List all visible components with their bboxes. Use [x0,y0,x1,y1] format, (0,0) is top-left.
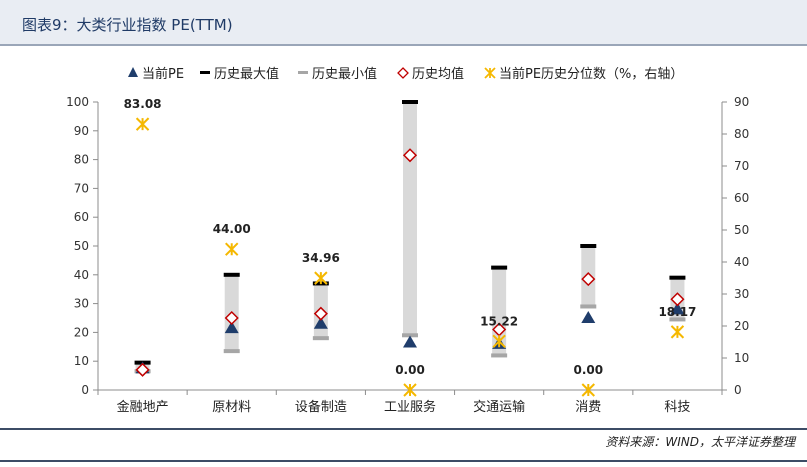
footer-divider [0,428,807,430]
star-icon [484,67,496,79]
min-mark [491,353,508,358]
current-pe-mark [403,335,417,348]
max-mark [491,265,508,270]
legend-label-mean: 历史均值 [412,66,464,82]
percentile-data-label: 34.96 [302,251,340,265]
y-right-tick-label: 40 [734,255,749,269]
dash-gray-icon [298,71,308,74]
current-pe-mark [581,311,596,323]
percentile-mark [135,117,150,131]
max-mark [223,272,240,277]
y-right-tick-label: 30 [734,287,749,301]
range-bar [403,102,417,336]
y-left-tick-label: 30 [74,297,89,311]
source-note: 资料来源：WIND，太平洋证券整理 [605,435,795,449]
y-right-tick-label: 90 [734,95,749,109]
min-mark [223,349,240,354]
min-mark [312,336,329,341]
percentile-mark [403,383,417,397]
percentile-data-label: 15.22 [480,314,518,328]
percentile-data-label: 0.00 [573,363,603,377]
x-tick-label: 科技 [664,400,690,415]
y-right-tick-label: 60 [734,191,749,205]
mean-mark [224,310,239,326]
percentile-data-label: 18.17 [658,305,696,319]
y-right-tick-label: 20 [734,319,749,333]
current-pe-mark [670,302,685,315]
y-left-tick-label: 0 [81,383,89,397]
bottom-divider [0,460,807,462]
y-left-tick-label: 90 [74,124,89,138]
percentile-mark [314,271,328,285]
y-right-tick-label: 70 [734,159,749,173]
max-mark [580,244,597,248]
y-right-tick-label: 50 [734,223,749,237]
y-left-tick-label: 20 [74,325,89,339]
min-mark [402,333,418,338]
mean-mark [402,148,418,163]
x-tick-label: 工业服务 [384,399,436,415]
diamond-icon [397,67,409,79]
max-mark [402,100,418,104]
percentile-data-label: 44.00 [213,222,251,236]
percentile-mark [670,325,685,339]
max-mark [669,275,686,280]
percentile-mark [225,242,239,256]
mean-mark [581,272,596,287]
triangle-icon [128,67,138,77]
x-tick-label: 金融地产 [117,399,169,415]
y-left-tick-label: 80 [74,153,89,167]
percentile-mark [581,383,595,397]
x-tick-label: 原材料 [212,400,251,415]
y-left-tick-label: 10 [74,354,89,368]
legend-label-min: 历史最小值 [312,66,377,82]
mean-mark [670,292,685,307]
y-left-tick-label: 60 [74,210,89,224]
percentile-mark [492,334,506,349]
legend-label-pct: 当前PE历史分位数（%，右轴） [499,66,683,82]
x-tick-label: 交通运输 [473,399,525,415]
x-tick-label: 设备制造 [295,399,347,415]
current-pe-mark [224,321,239,334]
mean-mark [313,306,328,321]
min-mark [669,317,686,322]
mean-mark [135,362,150,377]
legend-label-current: 当前PE [142,66,184,82]
y-left-tick-label: 70 [74,181,89,195]
y-left-tick-label: 50 [74,239,89,253]
percentile-data-label: 83.08 [124,97,162,111]
dash-black-icon [200,71,210,74]
y-right-tick-label: 80 [734,127,749,141]
range-bar [492,267,507,356]
y-right-tick-label: 0 [734,383,742,397]
y-right-tick-label: 10 [734,351,749,365]
figure-header: 图表9：大类行业指数 PE(TTM) [0,0,807,46]
legend-label-max: 历史最大值 [214,66,279,82]
figure-title: 图表9：大类行业指数 PE(TTM) [22,16,233,34]
min-mark [580,304,597,309]
x-tick-label: 消费 [575,400,601,415]
y-left-tick-label: 40 [74,268,89,282]
current-pe-mark [313,316,328,329]
y-left-tick-label: 100 [66,95,89,109]
percentile-data-label: 0.00 [395,363,425,377]
